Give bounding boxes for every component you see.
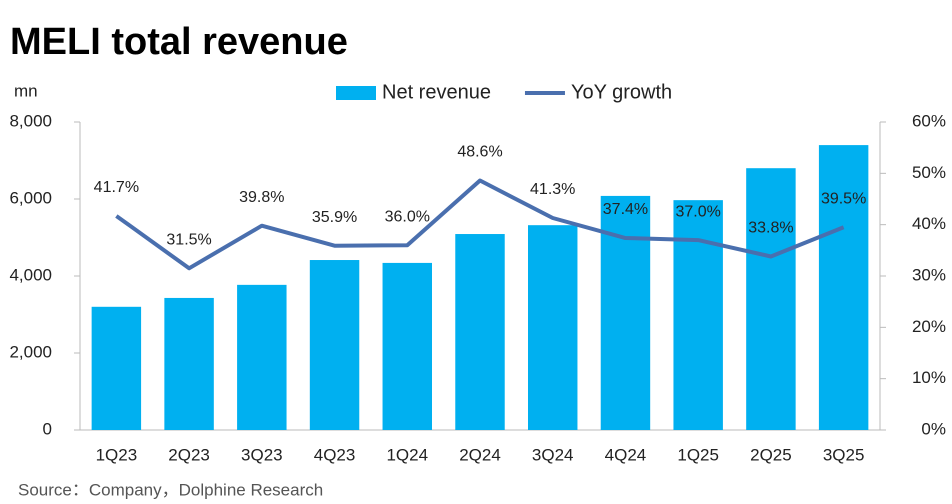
y2-tick-label: 30% [912,265,946,284]
y2-tick-label: 10% [912,368,946,387]
y2-tick-label: 50% [912,163,946,182]
chart-title: MELI total revenue [10,21,348,63]
x-tick-label: 4Q23 [314,445,356,464]
y-tick-label: 2,000 [9,342,52,361]
y-tick-label: 4,000 [9,265,52,284]
x-tick-label: 2Q23 [168,445,210,464]
value-label: 39.5% [821,190,866,207]
y2-tick-label: 60% [912,111,946,130]
x-tick-label: 2Q25 [750,445,792,464]
y2-tick-label: 20% [912,317,946,336]
x-tick-label: 3Q24 [532,445,574,464]
x-tick-label: 3Q25 [823,445,865,464]
x-tick-label: 2Q24 [459,445,501,464]
x-tick-label: 3Q23 [241,445,283,464]
bar [673,200,723,430]
y-unit: mn [14,81,38,100]
value-label: 37.4% [603,201,648,218]
source: Source：Company，Dolphine Research [18,480,323,499]
bar [237,284,287,430]
bar [164,297,214,430]
x-tick-label: 1Q24 [386,445,428,464]
legend-label: Net revenue [382,81,491,103]
value-label: 35.9% [312,209,357,226]
bar [600,195,651,430]
y2-tick-label: 40% [912,214,946,233]
bar [746,168,796,430]
bar [455,234,505,430]
line [115,178,845,271]
x-tick-label: 4Q24 [605,445,647,464]
bar [818,145,869,430]
y-tick-label: 8,000 [9,111,52,130]
bar [528,225,578,430]
value-label: 36.0% [385,208,430,225]
value-label: 31.5% [166,232,211,249]
value-label: 37.0% [675,203,720,220]
y2-tick-label: 0% [921,419,946,438]
value-label: 48.6% [457,144,502,161]
value-label: 39.8% [239,189,284,206]
bar [309,260,360,430]
value-label: 41.7% [94,179,139,196]
bar [382,262,432,430]
y-tick-label: 6,000 [9,188,52,207]
x-tick-label: 1Q25 [677,445,719,464]
y-tick-label: 0 [43,419,52,438]
bar [91,306,142,430]
legend-swatch [336,86,376,100]
value-label: 33.8% [748,220,793,237]
legend-label: YoY growth [571,81,672,103]
value-label: 41.3% [530,181,575,198]
x-tick-label: 1Q23 [96,445,138,464]
